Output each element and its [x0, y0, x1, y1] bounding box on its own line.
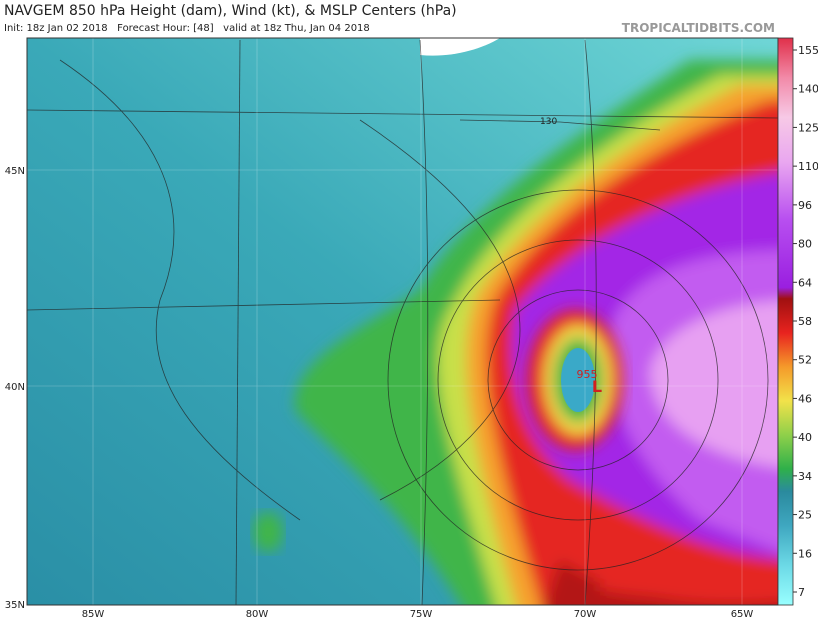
colorbar-labels: 155 140 125 110 96 80 64 58 52 46 40 34 25 16 7 [793, 44, 818, 599]
colorbar-label: 110 [798, 160, 818, 173]
brand: TROPICALTIDBITS.COM [622, 21, 775, 35]
colorbar-label: 7 [798, 586, 805, 599]
colorbar-label: 58 [798, 315, 812, 328]
colorbar-label: 16 [798, 547, 812, 560]
lon-label: 75W [410, 609, 433, 620]
lat-label: 40N [5, 382, 25, 393]
map-field: 130 955 L [27, 38, 778, 605]
colorbar-label: 25 [798, 509, 812, 522]
colorbar-label: 80 [798, 238, 812, 251]
lon-label: 85W [82, 609, 105, 620]
lat-label: 35N [5, 600, 25, 611]
colorbar-label: 40 [798, 431, 812, 444]
low-pressure: 955 [577, 368, 598, 381]
contour-label: 130 [540, 117, 557, 127]
lat-labels: 45N 40N 35N [5, 166, 25, 611]
lon-labels: 85W 80W 75W 70W 65W [82, 609, 754, 620]
colorbar-label: 34 [798, 470, 812, 483]
colorbar-label: 125 [798, 121, 818, 134]
lon-label: 70W [574, 609, 597, 620]
colorbar-label: 140 [798, 83, 818, 96]
title: NAVGEM 850 hPa Height (dam), Wind (kt), … [4, 3, 457, 19]
colorbar-label: 64 [798, 276, 812, 289]
low-symbol: L [592, 377, 602, 396]
colorbar-label: 155 [798, 44, 818, 57]
lon-label: 80W [246, 609, 269, 620]
colorbar-label: 96 [798, 199, 812, 212]
colorbar-label: 52 [798, 354, 812, 367]
lat-label: 45N [5, 166, 25, 177]
subtitle: Init: 18z Jan 02 2018 Forecast Hour: [48… [4, 23, 370, 34]
lon-label: 65W [731, 609, 754, 620]
colorbar-label: 46 [798, 392, 812, 405]
